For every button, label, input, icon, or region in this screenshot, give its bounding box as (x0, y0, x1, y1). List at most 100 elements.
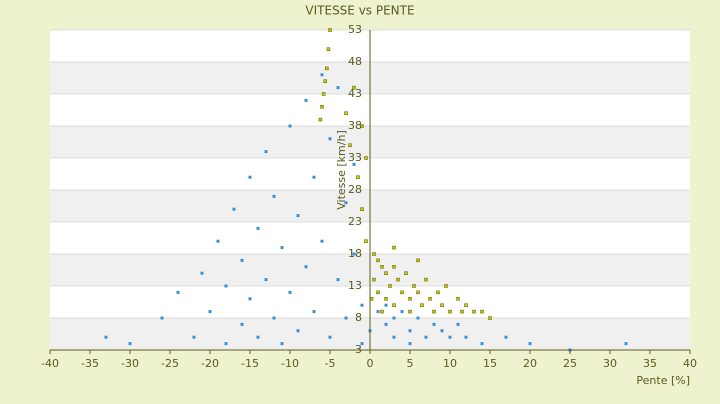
point (321, 92, 326, 96)
point (392, 316, 396, 320)
y-tick-label: 33 (348, 151, 362, 164)
point (380, 265, 384, 269)
point (160, 316, 164, 320)
point (176, 290, 180, 294)
point (216, 239, 220, 243)
y-tick-label: 28 (348, 183, 362, 196)
point (404, 271, 408, 275)
point (416, 316, 420, 320)
point (400, 310, 404, 314)
y-tick-label: 43 (348, 87, 362, 100)
point (304, 98, 308, 102)
point (344, 201, 348, 205)
x-tick-label: -20 (201, 357, 219, 370)
point (320, 239, 324, 243)
point (448, 309, 452, 314)
point (408, 342, 412, 346)
point (424, 277, 428, 282)
point (376, 310, 380, 314)
point (624, 342, 628, 346)
x-tick-label: -30 (121, 357, 139, 370)
point (480, 342, 484, 346)
point (272, 316, 276, 320)
point (369, 297, 374, 301)
point (328, 335, 332, 339)
point (396, 277, 400, 282)
x-tick-label: 30 (603, 357, 617, 370)
point (328, 28, 332, 32)
point (416, 290, 420, 295)
y-tick-label: 18 (348, 247, 362, 260)
point (408, 329, 412, 333)
point (256, 335, 260, 339)
point (376, 290, 380, 295)
point (360, 303, 364, 307)
point (360, 207, 364, 211)
x-tick-label: -10 (281, 357, 299, 370)
x-axis-label: Pente [%] (636, 374, 690, 387)
point (248, 175, 252, 179)
point (356, 175, 360, 179)
point (412, 284, 416, 288)
point (344, 316, 348, 320)
point (528, 342, 532, 346)
point (456, 322, 460, 326)
point (240, 322, 244, 326)
point (352, 252, 356, 256)
point (312, 175, 316, 179)
point (380, 309, 384, 314)
point (336, 86, 340, 90)
point (424, 335, 428, 339)
point (280, 342, 284, 346)
point (440, 329, 444, 333)
point (104, 335, 108, 339)
point (224, 342, 228, 346)
point (392, 303, 396, 307)
point (192, 335, 196, 339)
x-tick-label: 25 (563, 357, 577, 370)
point (288, 290, 292, 294)
point (392, 245, 396, 250)
point (224, 284, 228, 288)
point (384, 297, 388, 301)
point (344, 111, 348, 115)
point (264, 150, 268, 154)
point (436, 290, 440, 295)
point (504, 335, 508, 339)
point (256, 226, 260, 230)
point (348, 143, 352, 147)
point (320, 73, 324, 77)
point (232, 207, 236, 211)
point (360, 124, 364, 128)
y-tick-label: 13 (348, 279, 362, 292)
point (352, 162, 356, 166)
x-tick-label: -25 (161, 357, 179, 370)
point (364, 156, 368, 160)
y-tick-label: 3 (355, 343, 362, 356)
point (408, 309, 412, 314)
point (264, 278, 268, 282)
point (444, 284, 448, 288)
point (288, 124, 292, 128)
y-tick-label: 8 (355, 311, 362, 324)
x-tick-label: -40 (41, 357, 59, 370)
point (240, 258, 244, 262)
point (312, 310, 316, 314)
point (128, 342, 132, 346)
point (364, 239, 368, 243)
y-tick-label: 23 (348, 215, 362, 228)
y-tick-label: 53 (348, 23, 362, 36)
point (296, 329, 300, 333)
x-tick-label: -5 (325, 357, 336, 370)
point (384, 322, 388, 326)
x-tick-label: 20 (523, 357, 537, 370)
point (372, 252, 376, 256)
point (400, 290, 404, 295)
point (472, 309, 476, 314)
point (464, 303, 468, 307)
point (384, 303, 388, 307)
x-tick-label: 5 (407, 357, 414, 370)
point (416, 258, 420, 263)
point (280, 246, 284, 250)
x-tick-label: 35 (643, 357, 657, 370)
